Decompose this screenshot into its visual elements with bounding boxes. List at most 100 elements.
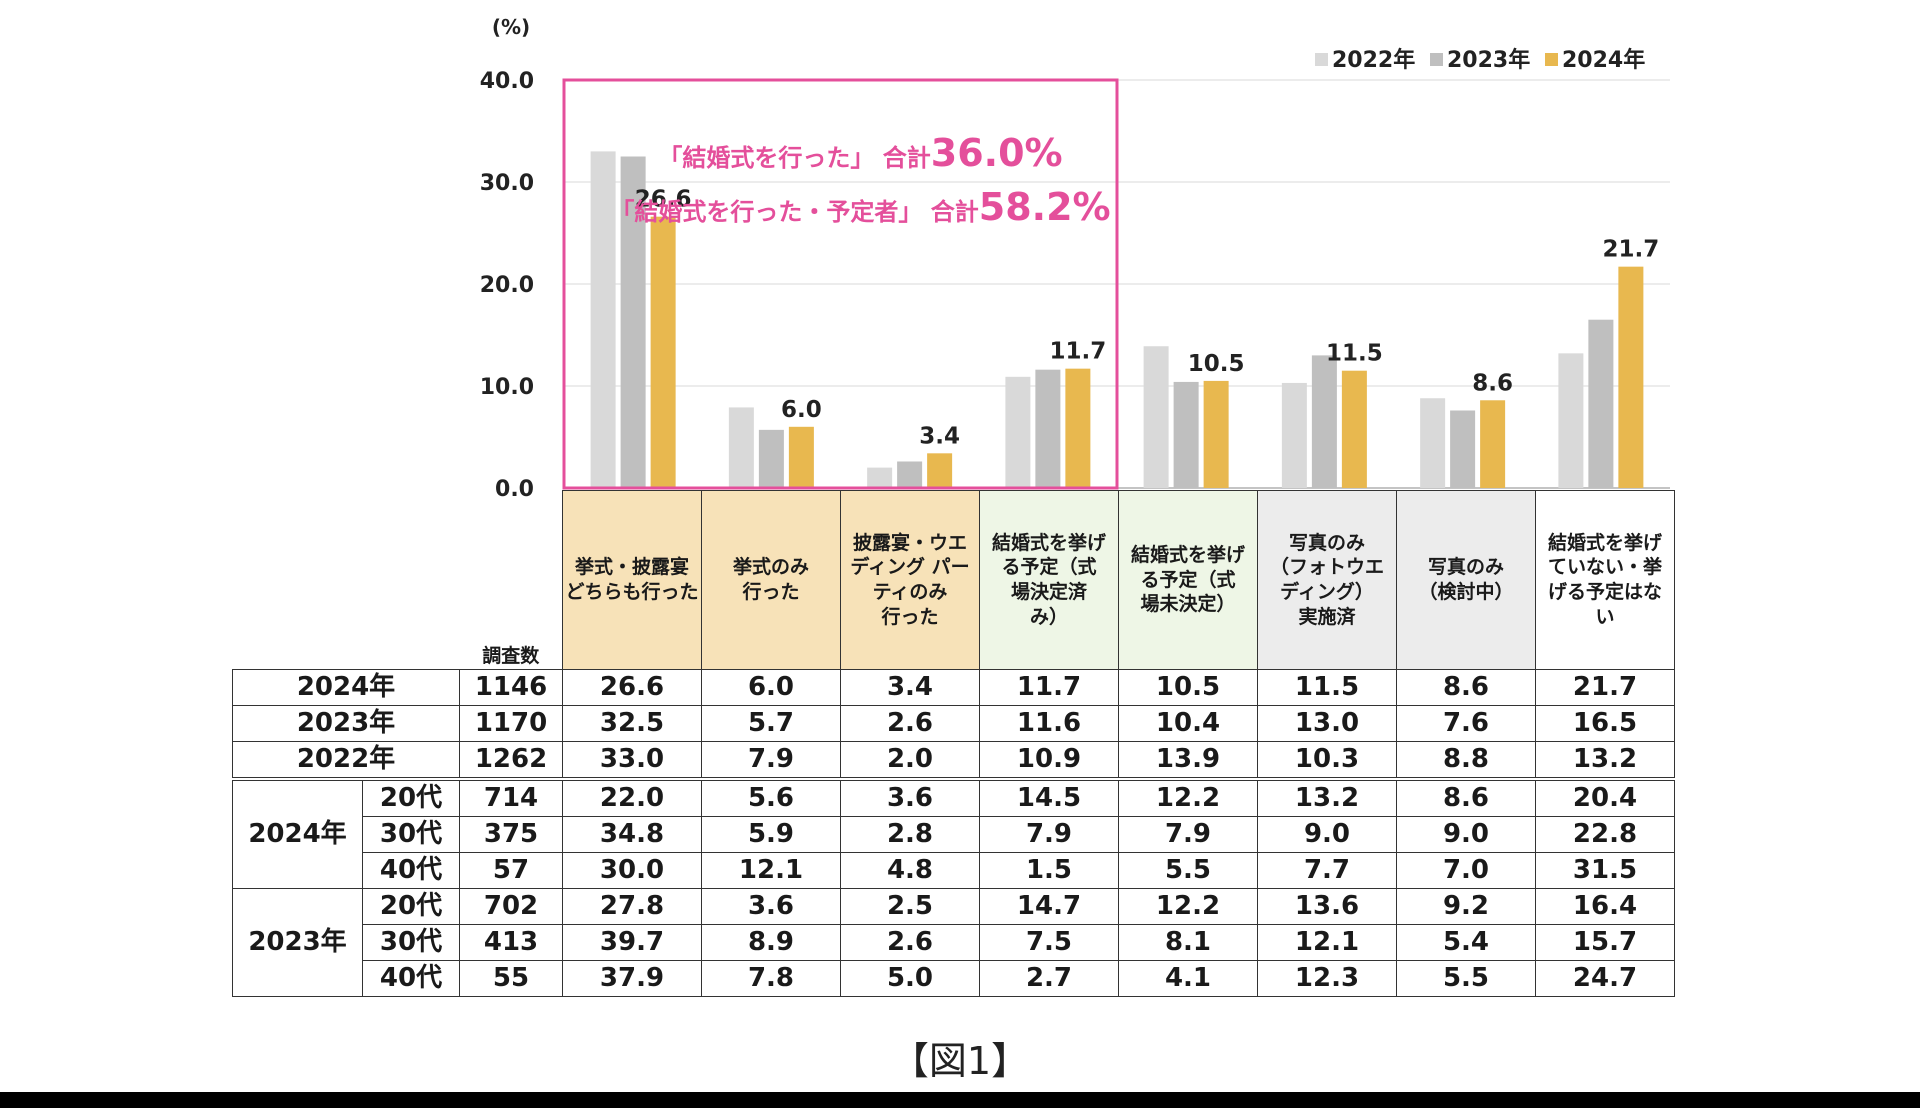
table-cell: 8.9 xyxy=(701,924,841,961)
bar-2024年-7 xyxy=(1480,400,1506,488)
y-tick-label: 30.0 xyxy=(480,171,534,196)
row-label: 2023年 xyxy=(232,705,460,742)
table-cell: 2.5 xyxy=(840,888,980,925)
data-label: 10.5 xyxy=(1188,351,1245,377)
table-cell: 13.0 xyxy=(1257,705,1397,742)
table-cell: 2.7 xyxy=(979,960,1119,997)
y-tick-label: 10.0 xyxy=(480,375,534,400)
data-label: 8.6 xyxy=(1472,370,1513,396)
row-label: 2022年 xyxy=(232,741,460,780)
data-table: 調査数 挙式・披露宴 どちらも行った 挙式のみ 行った 披露宴・ウエ ディング パー ティのみ… xyxy=(232,490,1675,997)
table-cell: 22.0 xyxy=(562,777,702,817)
bar-2023年-7 xyxy=(1450,410,1476,488)
table-cell: 4.8 xyxy=(840,852,980,889)
y-axis-unit: (%) xyxy=(492,15,530,39)
table-cell: 11.7 xyxy=(979,669,1119,706)
figure-caption: 【図1】 xyxy=(890,1039,1030,1083)
table-cell: 1.5 xyxy=(979,852,1119,889)
table-cell: 8.8 xyxy=(1396,741,1536,780)
table-cell: 27.8 xyxy=(562,888,702,925)
table-cell: 16.5 xyxy=(1535,705,1675,742)
age-label: 30代 xyxy=(362,816,460,853)
bar-2022年-1 xyxy=(590,151,616,488)
table-cell: 7.0 xyxy=(1396,852,1536,889)
table-cell: 5.5 xyxy=(1118,852,1258,889)
table-row: 40代 57 30.0 12.1 4.8 1.5 5.5 7.7 7.0 31.5 xyxy=(233,852,1675,889)
table-cell: 11.5 xyxy=(1257,669,1397,706)
table-cell: 14.5 xyxy=(979,777,1119,817)
bar-2024年-5 xyxy=(1203,380,1229,488)
table-cell: 7.9 xyxy=(701,741,841,780)
legend-swatch xyxy=(1430,53,1443,66)
annotation-1: 「結婚式を行った」 合計36.0% xyxy=(658,131,1062,175)
y-tick-label: 40.0 xyxy=(480,69,534,94)
table-row: 30代 413 39.7 8.9 2.6 7.5 8.1 12.1 5.4 15.7 xyxy=(233,924,1675,961)
bar-chart: 0.0 10.0 20.0 30.0 40.0 (%) 26.6 6.0 3.4 11.7 10.5… xyxy=(480,15,1670,500)
column-header: 結婚式を挙げ る予定（式 場決定済 み） xyxy=(979,490,1119,670)
table-cell: 10.3 xyxy=(1257,741,1397,780)
table-cell: 39.7 xyxy=(562,924,702,961)
bar-2022年-5 xyxy=(1143,346,1169,488)
table-cell: 10.9 xyxy=(979,741,1119,780)
group-label: 2024年 xyxy=(232,777,363,889)
table-cell: 8.1 xyxy=(1118,924,1258,961)
bar-2023年-3 xyxy=(897,461,923,488)
column-header: 写真のみ （検討中） xyxy=(1396,490,1536,670)
table-cell: 6.0 xyxy=(701,669,841,706)
table-row: 2023年 1170 32.5 5.7 2.6 11.6 10.4 13.0 7.6 16.5 xyxy=(232,705,1675,742)
bar-2023年-8 xyxy=(1588,319,1614,488)
bar-2024年-4 xyxy=(1065,368,1091,488)
age-label: 40代 xyxy=(362,960,460,997)
table-cell: 14.7 xyxy=(979,888,1119,925)
table-cell: 13.6 xyxy=(1257,888,1397,925)
table-cell: 7.9 xyxy=(1118,816,1258,853)
bar-2023年-5 xyxy=(1173,381,1199,488)
data-label: 11.7 xyxy=(1050,339,1107,365)
table-cell: 12.2 xyxy=(1118,888,1258,925)
row-label: 2024年 xyxy=(232,669,460,706)
table-cell: 13.2 xyxy=(1535,741,1675,780)
table-cell: 16.4 xyxy=(1535,888,1675,925)
table-cell: 31.5 xyxy=(1535,852,1675,889)
table-cell: 2.6 xyxy=(840,705,980,742)
table-cell: 3.4 xyxy=(840,669,980,706)
bar-2023年-1 xyxy=(620,156,646,488)
bar-2022年-6 xyxy=(1281,382,1307,488)
sample-count: 1170 xyxy=(459,705,563,742)
table-cell: 2.8 xyxy=(840,816,980,853)
table-cell: 5.9 xyxy=(701,816,841,853)
age-label: 20代 xyxy=(362,777,460,817)
table-corner xyxy=(233,491,460,670)
table-cell: 15.7 xyxy=(1535,924,1675,961)
table-cell: 9.2 xyxy=(1396,888,1536,925)
table-cell: 11.6 xyxy=(979,705,1119,742)
table-cell: 32.5 xyxy=(562,705,702,742)
data-label: 11.5 xyxy=(1326,341,1383,367)
table-cell: 7.5 xyxy=(979,924,1119,961)
column-header: 結婚式を挙げ る予定（式 場未決定） xyxy=(1118,490,1258,670)
table-cell: 10.5 xyxy=(1118,669,1258,706)
table-cell: 12.1 xyxy=(701,852,841,889)
bar-2022年-7 xyxy=(1420,398,1446,488)
table-cell: 9.0 xyxy=(1396,816,1536,853)
bar-2022年-3 xyxy=(867,467,893,488)
column-header: 写真のみ （フォトウエ ディング） 実施済 xyxy=(1257,490,1397,670)
legend-swatch xyxy=(1315,53,1328,66)
table-cell: 33.0 xyxy=(562,741,702,780)
table-row: 40代 55 37.9 7.8 5.0 2.7 4.1 12.3 5.5 24.7 xyxy=(233,960,1675,997)
bar-2023年-4 xyxy=(1035,369,1061,488)
table-cell: 20.4 xyxy=(1535,777,1675,817)
table-cell: 24.7 xyxy=(1535,960,1675,997)
bar-2023年-2 xyxy=(758,429,784,488)
bar-2022年-4 xyxy=(1005,376,1031,488)
table-row: 2024年 20代 714 22.0 5.6 3.6 14.5 12.2 13.2 8.6 20.4 xyxy=(232,777,1675,889)
legend-label: 2023年 xyxy=(1447,47,1530,73)
age-label: 30代 xyxy=(362,924,460,961)
table-cell: 26.6 xyxy=(562,669,702,706)
data-label: 21.7 xyxy=(1603,237,1660,263)
y-tick-label: 20.0 xyxy=(480,273,534,298)
table-cell: 2.6 xyxy=(840,924,980,961)
bar-2024年-8 xyxy=(1618,266,1644,488)
age-label: 20代 xyxy=(362,888,460,925)
table-cell: 30.0 xyxy=(562,852,702,889)
